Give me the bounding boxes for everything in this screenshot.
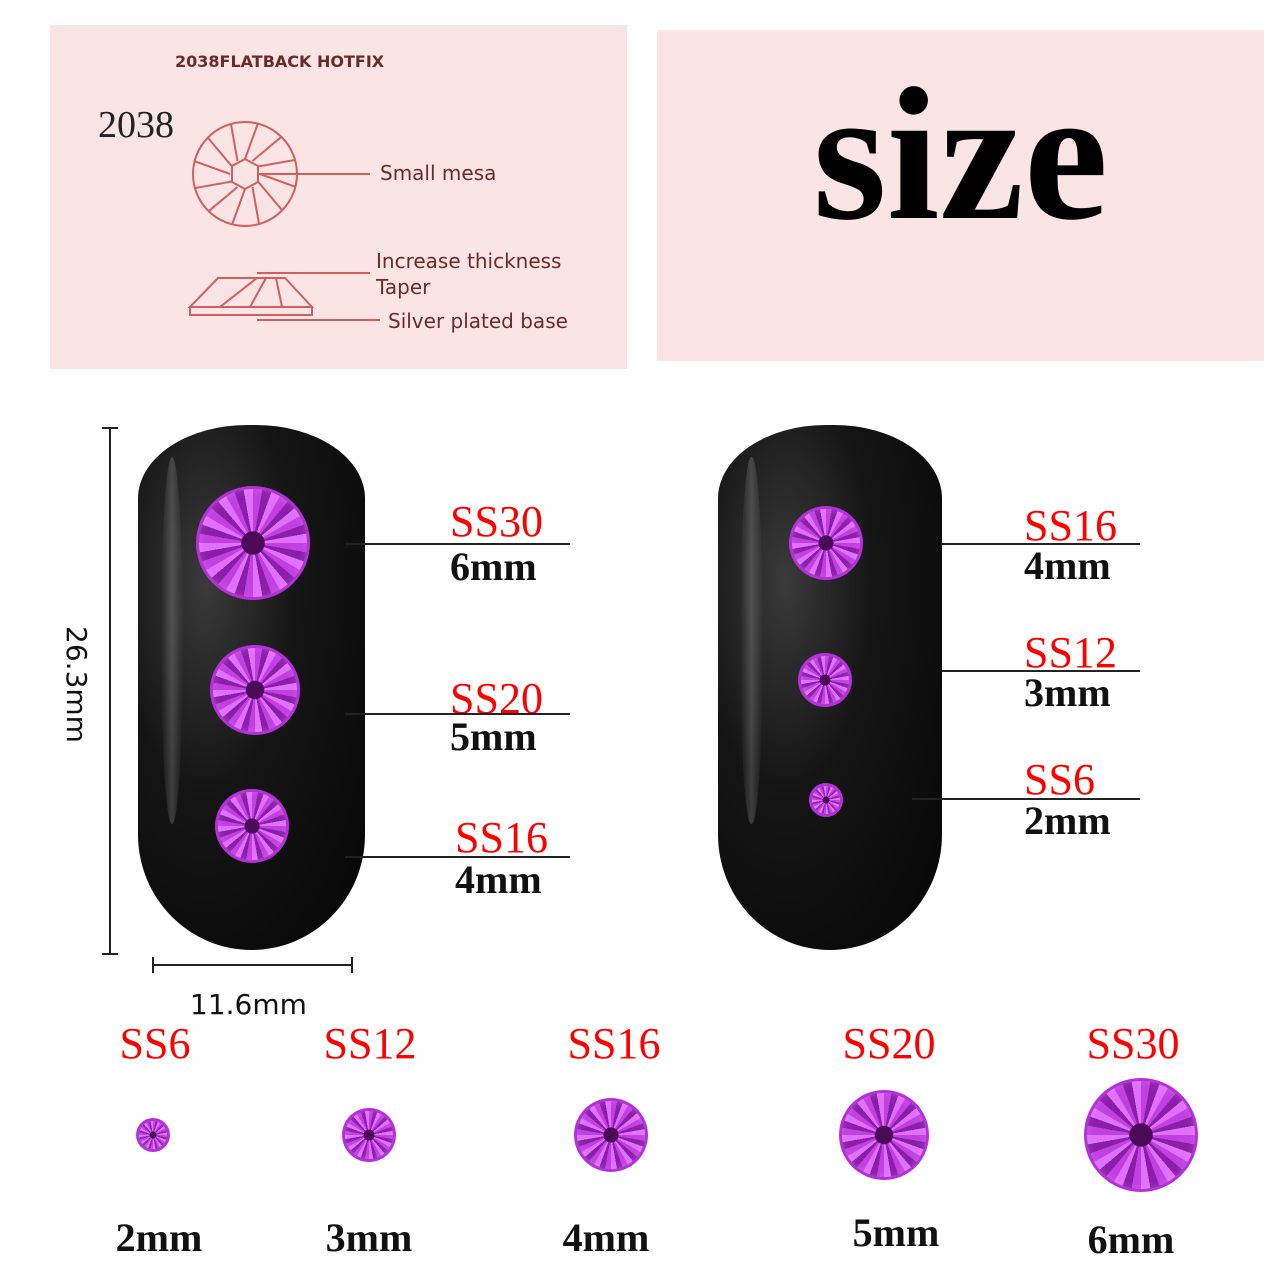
size-mm-label: 6mm xyxy=(450,544,537,589)
height-label: 26.3mm xyxy=(59,626,93,743)
width-tick-left xyxy=(152,957,154,973)
width-dimension-line xyxy=(153,964,353,966)
rhinestone xyxy=(574,1098,648,1172)
size-mm-label: 5mm xyxy=(450,714,537,759)
width-tick-right xyxy=(351,957,353,973)
label-silver-plated-base: Silver plated base xyxy=(388,309,568,333)
size-mm-label: 4mm xyxy=(562,1215,650,1260)
size-mm-label: 2mm xyxy=(115,1215,203,1260)
title-panel xyxy=(657,30,1264,361)
rhinestone xyxy=(789,506,863,580)
rhinestone xyxy=(1084,1078,1198,1192)
leader-line xyxy=(345,713,570,715)
rhinestone xyxy=(839,1090,929,1180)
leader-line xyxy=(912,798,1140,800)
rhinestone xyxy=(215,789,289,863)
size-mm-label: 2mm xyxy=(1024,798,1111,843)
diagram-heading: 2038FLATBACK HOTFIX xyxy=(175,52,385,71)
rhinestone xyxy=(210,645,300,735)
size-code-label: SS16 xyxy=(1024,501,1117,550)
size-code-label: SS16 xyxy=(455,813,548,862)
label-small-mesa: Small mesa xyxy=(380,161,497,185)
size-code-label: SS20 xyxy=(842,1019,936,1068)
size-mm-label: 4mm xyxy=(1024,543,1111,588)
size-code-label: SS30 xyxy=(1086,1019,1180,1068)
size-mm-label: 3mm xyxy=(1024,670,1111,715)
label-increase-thickness: Increase thickness xyxy=(376,249,562,273)
size-mm-label: 3mm xyxy=(325,1215,413,1260)
size-code-label: SS12 xyxy=(323,1019,417,1068)
size-mm-label: 6mm xyxy=(1087,1217,1175,1262)
rhinestone xyxy=(136,1118,170,1152)
rhinestone xyxy=(196,486,310,600)
size-code-label: SS12 xyxy=(1024,628,1117,677)
leader-line xyxy=(942,543,1140,545)
height-dimension-line xyxy=(109,427,111,955)
height-tick-top xyxy=(102,427,118,429)
label-taper: Taper xyxy=(376,275,431,299)
size-code-label: SS30 xyxy=(450,497,543,546)
width-label: 11.6mm xyxy=(190,988,307,1021)
rhinestone-diagram-icon xyxy=(187,121,380,321)
structure-diagram-panel: 2038FLATBACK HOTFIX 2038 Small mesa Incr… xyxy=(50,25,627,369)
rhinestone xyxy=(798,653,852,707)
size-code-label: SS6 xyxy=(119,1019,191,1068)
size-mm-label: 5mm xyxy=(852,1210,940,1255)
height-tick-bottom xyxy=(102,953,118,955)
size-code-label: SS16 xyxy=(567,1019,661,1068)
model-number: 2038 xyxy=(98,104,174,146)
size-code-label: SS6 xyxy=(1024,755,1095,804)
leader-line xyxy=(942,670,1140,672)
leader-line xyxy=(345,856,570,858)
size-mm-label: 4mm xyxy=(455,857,542,902)
rhinestone xyxy=(342,1108,396,1162)
page-title: size xyxy=(812,50,1109,260)
leader-line xyxy=(345,543,570,545)
rhinestone xyxy=(809,783,843,817)
